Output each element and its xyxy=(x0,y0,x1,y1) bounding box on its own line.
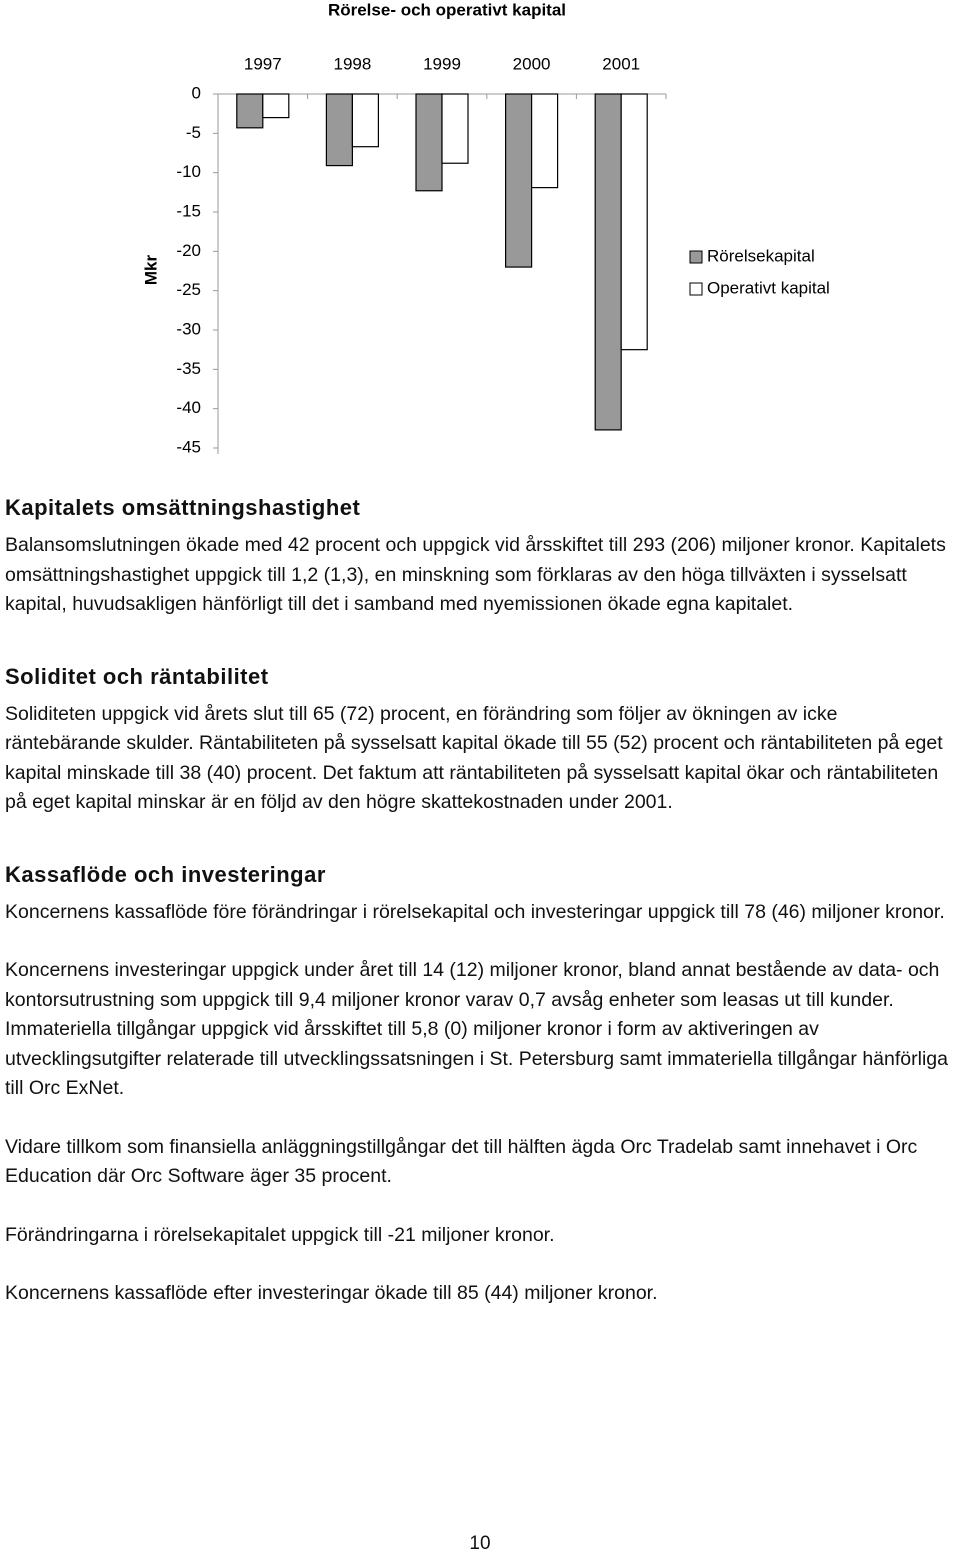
document-body: Kapitalets omsättningshastighet Balansoms… xyxy=(5,495,957,1353)
legend-swatch xyxy=(689,250,703,264)
x-tick-label: 2001 xyxy=(602,54,640,73)
bar xyxy=(415,93,443,192)
legend-label: Rörelsekapital xyxy=(707,246,815,265)
paragraph: Balansomslutningen ökade med 42 procent … xyxy=(5,534,946,615)
paragraph: Koncernens kassaflöde före förändringar … xyxy=(5,900,945,923)
bar xyxy=(441,93,469,164)
y-tick-label: -15 xyxy=(176,201,201,220)
x-tick-label: 1997 xyxy=(244,54,282,73)
section: Kassaflöde och investeringar Koncernens k… xyxy=(5,862,957,1309)
y-tick-label: -20 xyxy=(176,241,201,260)
section-heading: Soliditet och räntabilitet xyxy=(5,663,269,689)
legend-swatch xyxy=(689,282,703,296)
bar xyxy=(530,93,559,189)
page-number: 10 xyxy=(469,1533,491,1554)
bar xyxy=(262,93,290,119)
bar xyxy=(505,93,533,268)
y-tick-label: -45 xyxy=(176,437,201,456)
bar xyxy=(594,93,622,431)
chart-title: Rörelse- och operativt kapital xyxy=(328,0,566,19)
y-tick-label: -30 xyxy=(176,319,201,338)
bar xyxy=(620,93,648,351)
section-heading: Kassaflöde och investeringar xyxy=(5,861,326,887)
y-tick-label: -10 xyxy=(176,162,201,181)
y-tick-label: -25 xyxy=(176,280,201,299)
y-tick-label: 0 xyxy=(192,83,201,102)
y-tick-label: -35 xyxy=(176,359,201,378)
y-tick-label: -5 xyxy=(186,123,201,142)
x-tick-label: 2000 xyxy=(513,54,551,73)
legend-label: Operativt kapital xyxy=(707,278,830,297)
bar xyxy=(236,93,264,129)
x-tick-label: 1998 xyxy=(333,54,371,73)
paragraph: Vidare tillkom som finansiella anläggnin… xyxy=(5,1135,918,1188)
y-tick-label: -40 xyxy=(176,398,201,417)
bar xyxy=(325,93,353,167)
paragraph: Förändringarna i rörelsekapitalet uppgic… xyxy=(5,1223,555,1246)
chart: Rörelse- och operativt kapital Mkr 0 -5 -1… xyxy=(141,0,830,456)
y-axis-label: Mkr xyxy=(141,255,160,286)
section: Kapitalets omsättningshastighet Balansoms… xyxy=(5,495,957,620)
x-tick-label: 1999 xyxy=(423,54,461,73)
paragraph: Koncernens investeringar uppgick under å… xyxy=(5,959,948,1099)
section: Soliditet och räntabilitet Soliditeten up… xyxy=(5,664,957,818)
paragraph: Koncernens kassaflöde efter investeringa… xyxy=(5,1282,658,1304)
paragraph: Soliditeten uppgick vid årets slut till … xyxy=(5,702,943,814)
bar xyxy=(351,93,379,148)
section-heading: Kapitalets omsättningshastighet xyxy=(5,495,361,520)
